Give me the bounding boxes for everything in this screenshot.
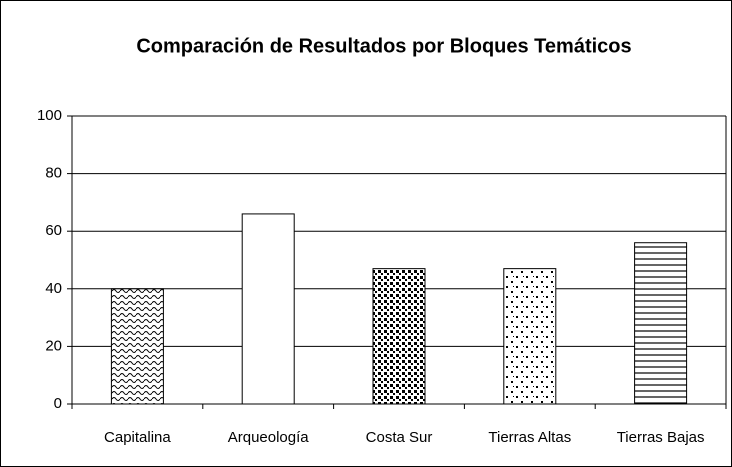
bar xyxy=(110,288,164,405)
x-tick-label: Tierras Bajas xyxy=(617,429,705,446)
bar xyxy=(634,242,688,405)
y-tick-label: 60 xyxy=(45,222,62,239)
bar xyxy=(503,268,557,405)
bar xyxy=(372,268,426,405)
bar xyxy=(241,213,295,405)
x-tick-label: Capitalina xyxy=(104,429,171,446)
x-tick-label: Tierras Altas xyxy=(488,429,571,446)
chart-title: Comparación de Resultados por Bloques Te… xyxy=(136,35,631,57)
y-tick-label: 100 xyxy=(37,107,62,124)
y-tick-label: 20 xyxy=(45,337,62,354)
y-tick-label: 0 xyxy=(54,395,62,412)
x-tick-label: Costa Sur xyxy=(366,429,433,446)
y-tick-label: 80 xyxy=(45,165,62,182)
y-tick-label: 40 xyxy=(45,280,62,297)
x-tick-label: Arqueología xyxy=(228,429,310,446)
